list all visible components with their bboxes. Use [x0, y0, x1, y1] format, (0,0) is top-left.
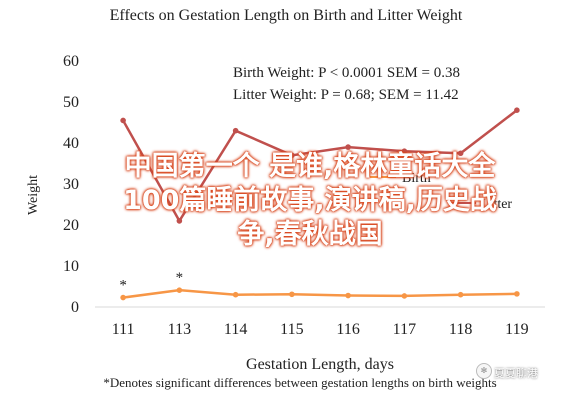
- legend: Birth Litter: [370, 171, 512, 212]
- x-tick-label: 118: [449, 321, 472, 338]
- x-tick-label: 115: [280, 321, 303, 338]
- watermark-logo-icon: ✻: [476, 363, 492, 379]
- data-point-litter: [401, 148, 408, 154]
- x-axis-ticks: 111 113 114 115 116 117 118 119: [112, 321, 529, 338]
- data-point-birth: [289, 291, 295, 298]
- legend-label-birth: Birth: [402, 171, 431, 186]
- x-tick-label: 116: [336, 321, 359, 338]
- legend-label-litter: Litter: [481, 197, 512, 212]
- significance-marker: *: [176, 270, 184, 286]
- data-point-litter: [457, 150, 464, 157]
- series-layer: [120, 107, 520, 301]
- data-point-birth: [232, 291, 239, 298]
- y-tick-label: 50: [63, 94, 79, 111]
- y-axis-label: Weight: [26, 175, 41, 215]
- x-tick-label: 114: [224, 321, 247, 338]
- data-point-litter: [289, 152, 295, 159]
- data-point-litter: [120, 117, 126, 124]
- series-line-birth: [122, 288, 517, 299]
- y-tick-label: 60: [63, 53, 79, 70]
- x-tick-label: 117: [393, 321, 416, 338]
- y-axis-ticks: 0 10 20 30 40 50 60: [63, 53, 79, 316]
- data-point-birth: [514, 291, 520, 297]
- series-line-litter: [122, 109, 518, 224]
- data-point-birth: [457, 291, 464, 298]
- watermark-text: 夏夏聊港: [494, 367, 538, 380]
- y-tick-label: 20: [63, 217, 79, 234]
- significance-markers: * *: [119, 270, 183, 293]
- data-point-birth: [345, 292, 351, 299]
- y-tick-label: 10: [63, 258, 79, 275]
- x-tick-label: 119: [505, 321, 528, 338]
- y-tick-label: 30: [63, 176, 79, 193]
- data-point-litter: [232, 127, 239, 134]
- significance-marker: *: [119, 278, 127, 294]
- data-point-birth: [120, 294, 126, 301]
- x-axis-label: Gestation Length, days: [246, 356, 394, 373]
- y-tick-label: 40: [63, 135, 79, 152]
- data-point-litter: [176, 218, 183, 224]
- data-point-birth: [176, 287, 183, 293]
- chart-title: Effects on Gestation Length on Birth and…: [110, 7, 463, 24]
- stats-birth: Birth Weight: P < 0.0001 SEM = 0.38: [233, 65, 460, 81]
- data-point-birth: [401, 293, 408, 299]
- data-point-litter: [514, 107, 520, 113]
- stats-litter: Litter Weight: P = 0.68; SEM = 11.42: [233, 87, 459, 103]
- y-tick-label: 0: [71, 299, 79, 316]
- x-tick-label: 113: [168, 321, 191, 338]
- x-tick-label: 111: [112, 321, 135, 338]
- data-point-litter: [345, 144, 351, 150]
- footnote: *Denotes significant differences between…: [103, 375, 496, 390]
